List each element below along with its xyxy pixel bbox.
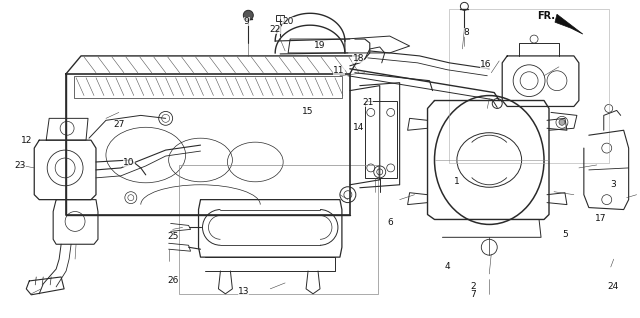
Text: 20: 20	[282, 17, 294, 26]
Text: 1: 1	[454, 176, 460, 186]
Text: 6: 6	[387, 218, 393, 226]
Text: 11: 11	[333, 66, 345, 75]
Text: 9: 9	[244, 17, 250, 26]
Text: 23: 23	[15, 161, 26, 170]
Bar	[179, 165, 378, 294]
Text: 8: 8	[464, 28, 469, 38]
Text: 7: 7	[470, 290, 476, 299]
Text: 5: 5	[563, 230, 568, 239]
Text: 4: 4	[445, 262, 451, 271]
Text: 22: 22	[270, 25, 281, 34]
Text: 16: 16	[480, 60, 492, 69]
Text: 27: 27	[113, 120, 125, 129]
Text: FR.: FR.	[537, 11, 555, 21]
Bar	[74, 76, 342, 98]
Text: 17: 17	[595, 214, 606, 223]
Circle shape	[243, 10, 253, 20]
Text: 14: 14	[353, 123, 364, 132]
Polygon shape	[555, 14, 583, 34]
Bar	[449, 9, 609, 163]
Text: 3: 3	[611, 180, 616, 189]
Text: 21: 21	[362, 98, 374, 107]
Text: 24: 24	[607, 282, 619, 291]
Text: 25: 25	[168, 232, 179, 241]
Text: 19: 19	[314, 41, 326, 50]
Text: 26: 26	[168, 276, 179, 285]
Text: 12: 12	[21, 135, 33, 145]
Bar	[365, 100, 397, 178]
Text: 10: 10	[123, 158, 134, 167]
Text: 13: 13	[238, 287, 250, 296]
Text: 15: 15	[301, 107, 313, 116]
Circle shape	[559, 119, 565, 125]
Bar	[276, 15, 284, 21]
Text: 2: 2	[470, 282, 476, 291]
Text: 18: 18	[353, 54, 364, 63]
